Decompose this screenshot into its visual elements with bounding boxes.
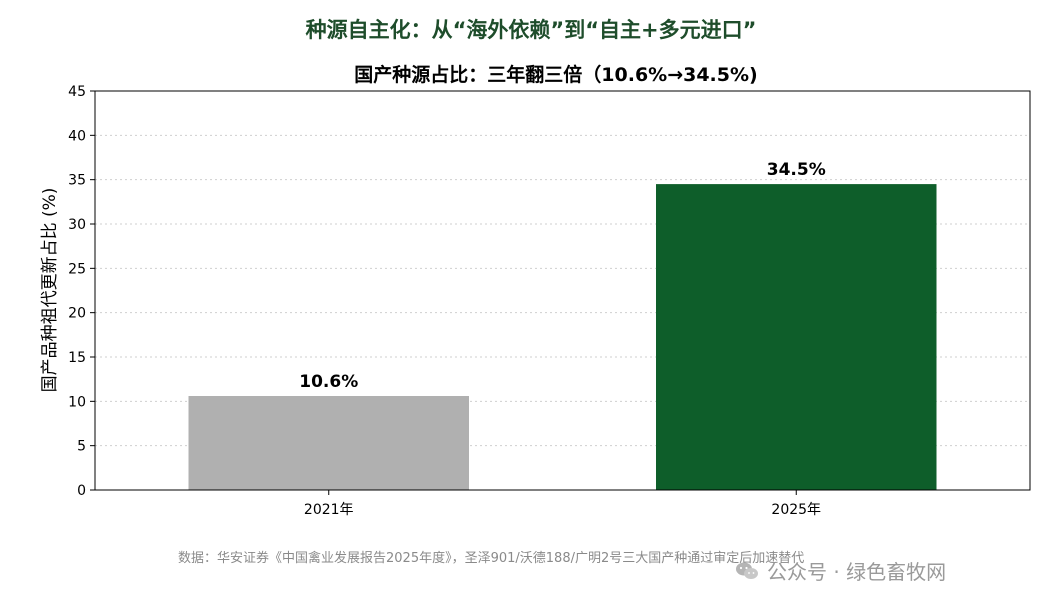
y-tick-label: 5 — [77, 439, 86, 455]
bar — [188, 396, 469, 490]
bar-labels: 10.6% 34.5% — [299, 160, 825, 392]
y-tick-label: 25 — [68, 261, 86, 277]
bars — [188, 184, 937, 490]
bar-value-label: 34.5% — [767, 160, 826, 180]
x-tick-label: 2025年 — [771, 502, 821, 518]
watermark-text: 公众号 · 绿色畜牧网 — [767, 560, 947, 584]
x-tick-label: 2021年 — [304, 502, 354, 518]
x-axis-ticks: 2021年 2025年 — [304, 490, 821, 518]
figure-suptitle: 种源自主化：从“海外依赖”到“自主+多元进口” — [305, 18, 757, 42]
y-tick-label: 45 — [68, 84, 86, 100]
y-tick-label: 10 — [68, 394, 86, 410]
y-tick-label: 40 — [68, 128, 86, 144]
bar-value-label: 10.6% — [299, 372, 358, 392]
y-tick-label: 35 — [68, 173, 86, 189]
bar — [656, 184, 937, 490]
y-tick-label: 30 — [68, 217, 86, 233]
y-axis-ticks: 0 5 10 15 20 25 30 35 40 45 — [68, 84, 95, 499]
source-note: 数据：华安证券《中国禽业发展报告2025年度》，圣泽901/沃德188/广明2号… — [178, 551, 805, 566]
chart-title: 国产种源占比：三年翻三倍（10.6%→34.5%) — [354, 63, 757, 86]
y-axis-label: 国产品种祖代更新占比 (%) — [40, 188, 60, 393]
watermark: 公众号 · 绿色畜牧网 — [735, 556, 946, 585]
y-tick-label: 0 — [77, 483, 86, 499]
wechat-icon — [735, 561, 759, 581]
plot-frame — [94, 90, 1031, 491]
y-tick-label: 20 — [68, 306, 86, 322]
y-tick-label: 15 — [68, 350, 86, 366]
